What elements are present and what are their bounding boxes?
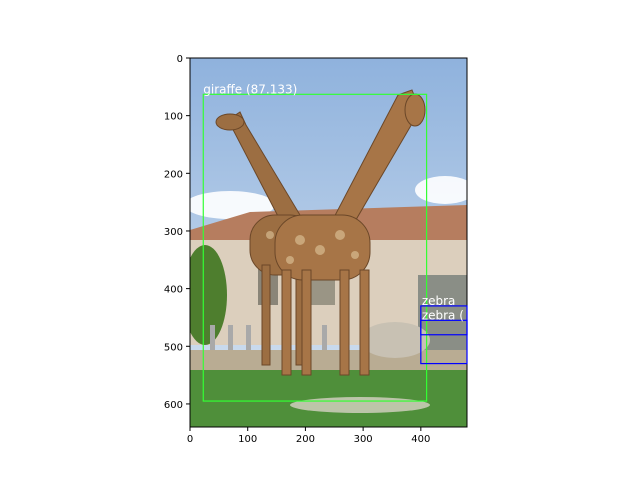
y-axis: 0 100 200 300 400 500 600 — [164, 54, 190, 411]
y-tick-label: 500 — [164, 342, 183, 353]
x-tick-label: 400 — [411, 434, 430, 445]
y-tick-label: 100 — [164, 112, 183, 123]
y-tick-label: 300 — [164, 227, 183, 238]
y-tick-label: 200 — [164, 169, 183, 180]
y-tick-label: 0 — [177, 54, 183, 65]
y-tick-label: 400 — [164, 285, 183, 296]
x-tick-label: 300 — [354, 434, 373, 445]
x-tick-label: 200 — [296, 434, 315, 445]
detection-label: zebra — [422, 294, 456, 308]
photo — [183, 58, 475, 427]
detection-label: giraffe (87.133) — [203, 82, 297, 96]
detection-label: zebra ( — [422, 308, 464, 322]
x-tick-label: 100 — [238, 434, 257, 445]
x-tick-label: 0 — [187, 434, 193, 445]
y-tick-label: 600 — [164, 400, 183, 411]
x-axis: 0 100 200 300 400 — [187, 427, 431, 445]
